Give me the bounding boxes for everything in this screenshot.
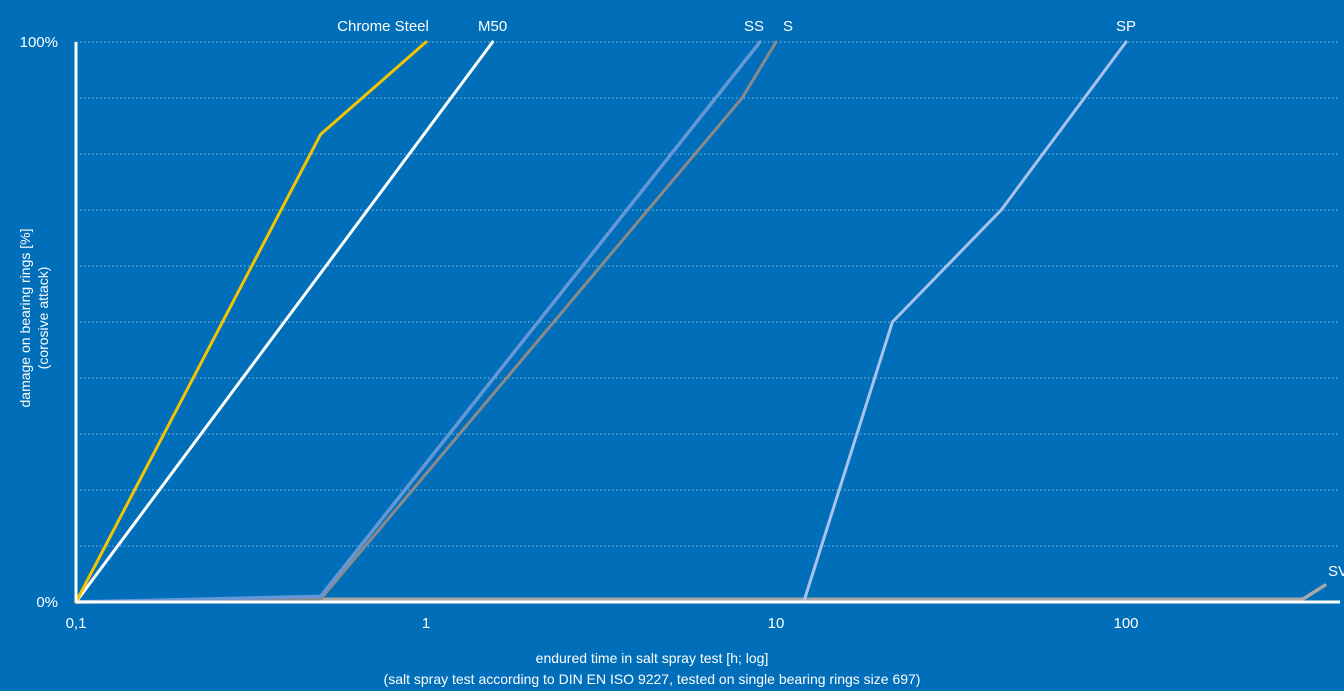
series-line [74,40,428,604]
series-label: Chrome Steel [337,18,429,35]
y-tick-labels: 0% 100% [20,34,58,611]
y-axis-note: (corosive attack) [35,267,51,370]
gridlines [76,41,1340,547]
x-axis-title: endured time in salt spray test [h; log] [536,650,769,666]
series-line [74,40,495,604]
x-tick-label: 10 [768,615,785,632]
x-axis-note: (salt spray test according to DIN EN ISO… [384,671,921,687]
series-label: SP [1116,18,1136,35]
x-tick-labels: 0,1 1 10 100 [66,615,1139,632]
series-label: M50 [478,18,507,35]
y-axis-title: damage on bearing rings [%] [17,229,33,408]
x-tick-label: 1 [422,615,430,632]
y-tick-label: 0% [36,594,58,611]
series-line [74,40,762,604]
series-label: SS [744,18,764,35]
y-tick-label: 100% [20,34,58,51]
series-label: S [783,18,793,35]
series-label: SV [1328,563,1344,580]
x-tick-label: 100 [1113,615,1138,632]
x-tick-label: 0,1 [66,615,87,632]
